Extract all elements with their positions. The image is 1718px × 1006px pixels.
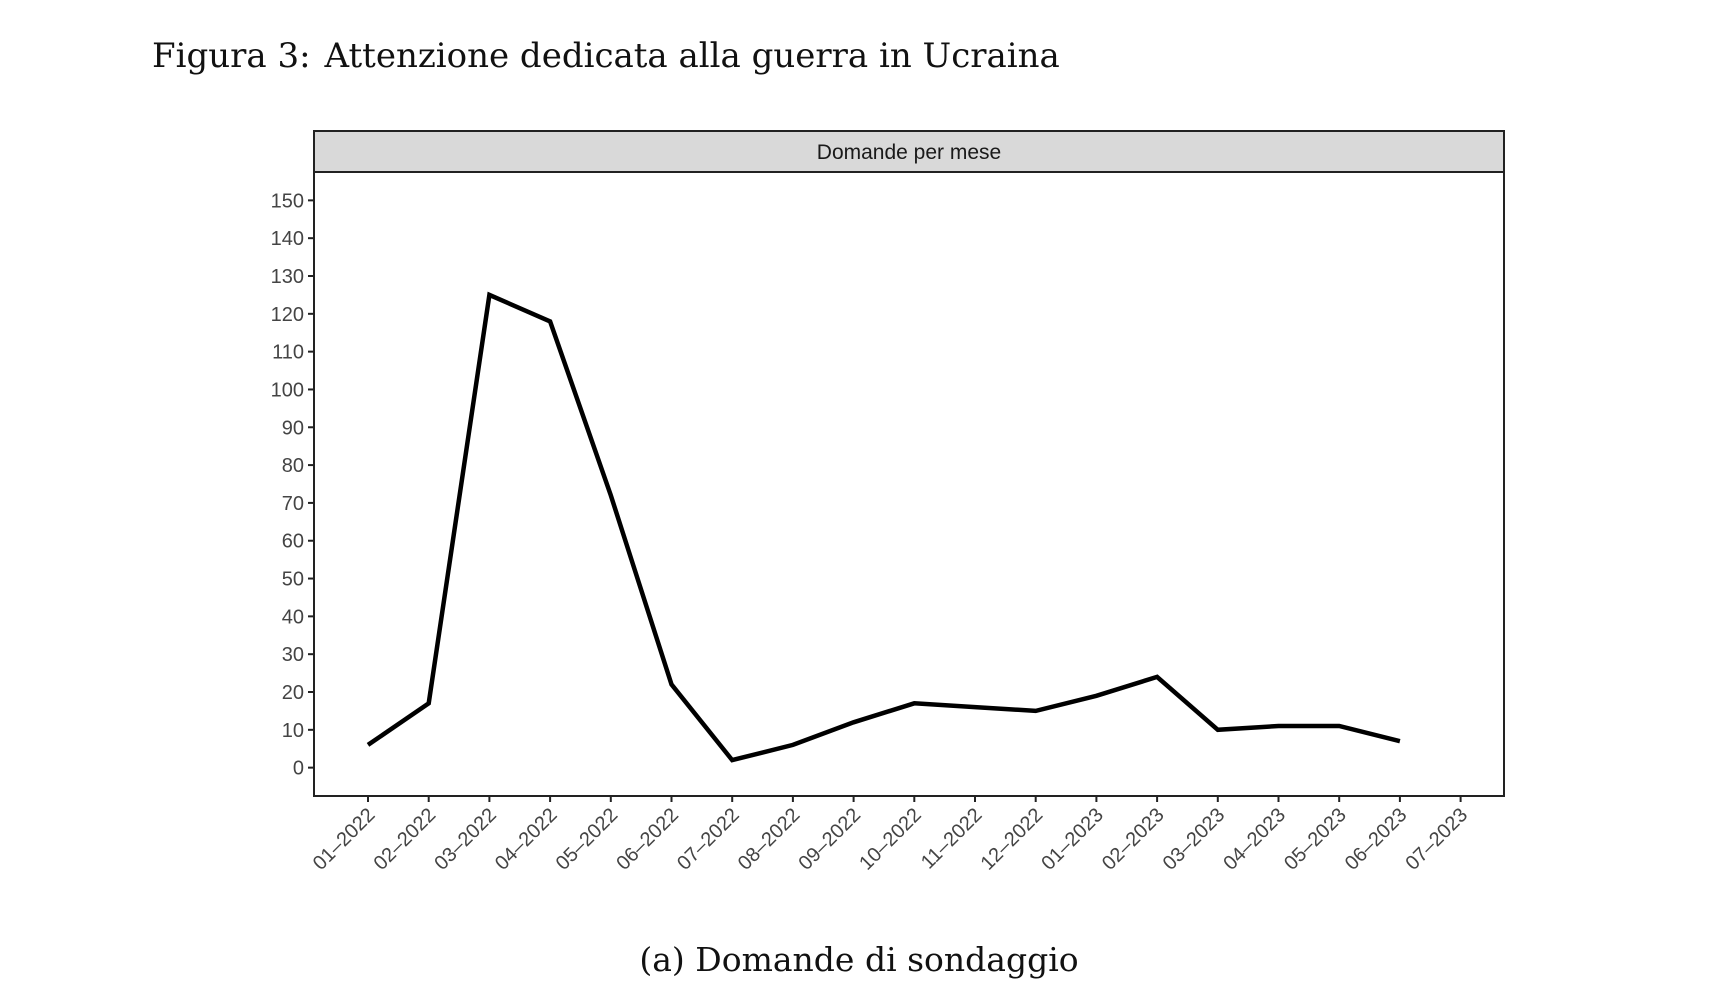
x-tick-label: 06–2023 <box>1341 804 1412 875</box>
line-chart: Domande per mese 0 10 20 30 40 50 60 70 80 90 100 1… <box>271 130 1505 875</box>
x-tick-label: 07–2023 <box>1402 804 1473 875</box>
figure-caption: (a) Domande di sondaggio <box>639 940 1079 979</box>
x-tick-label: 03–2022 <box>430 804 501 875</box>
x-tick-label: 04–2023 <box>1219 804 1290 875</box>
y-tick-label: 10 <box>282 720 304 742</box>
x-tick-label: 02–2023 <box>1098 804 1169 875</box>
y-tick-label: 60 <box>282 531 304 553</box>
panel-strip-title: Domande per mese <box>817 141 1001 164</box>
figure-title: Figura 3: Attenzione dedicata alla guerra… <box>152 36 1060 76</box>
figure-number: Figura 3: <box>152 36 311 76</box>
y-tick-label: 50 <box>282 569 304 591</box>
x-tick-label: 07–2022 <box>673 804 744 875</box>
y-tick-label: 90 <box>282 417 304 439</box>
y-tick-label: 40 <box>282 606 304 628</box>
x-tick-label: 11–2022 <box>917 804 987 874</box>
x-tick-label: 03–2023 <box>1159 804 1230 875</box>
x-tick-label: 01–2023 <box>1037 804 1108 875</box>
x-axis: 01–202202–202203–202204–202205–202206–20… <box>309 796 1472 875</box>
y-tick-label: 130 <box>271 266 304 288</box>
plot-panel <box>313 171 1505 797</box>
y-tick-label: 120 <box>271 304 304 326</box>
y-tick-label: 80 <box>282 455 304 477</box>
figure-title-text: Attenzione dedicata alla guerra in Ucrai… <box>324 36 1060 76</box>
y-tick-label: 70 <box>282 493 304 515</box>
y-axis: 0 10 20 30 40 50 60 70 80 90 100 110 120 130 140 150 <box>271 190 314 780</box>
x-tick-label: 09–2022 <box>795 804 866 875</box>
y-tick-label: 30 <box>282 644 304 666</box>
y-tick-label: 150 <box>271 190 304 212</box>
x-tick-label: 10–2022 <box>855 804 926 875</box>
x-tick-label: 08–2022 <box>734 804 805 875</box>
y-tick-label: 0 <box>293 758 304 780</box>
series-line <box>366 291 1401 763</box>
x-tick-label: 04–2022 <box>491 804 562 875</box>
y-tick-label: 110 <box>272 342 304 364</box>
y-tick-label: 20 <box>282 682 304 704</box>
x-tick-label: 05–2023 <box>1280 804 1351 875</box>
x-tick-label: 02–2022 <box>370 804 441 875</box>
y-tick-label: 100 <box>271 379 304 401</box>
y-tick-label: 140 <box>271 228 304 250</box>
x-tick-label: 01–2022 <box>309 804 380 875</box>
x-tick-label: 06–2022 <box>612 804 683 875</box>
series-group <box>366 291 1401 763</box>
x-tick-label: 05–2022 <box>552 804 623 875</box>
x-tick-label: 12–2022 <box>977 804 1048 875</box>
